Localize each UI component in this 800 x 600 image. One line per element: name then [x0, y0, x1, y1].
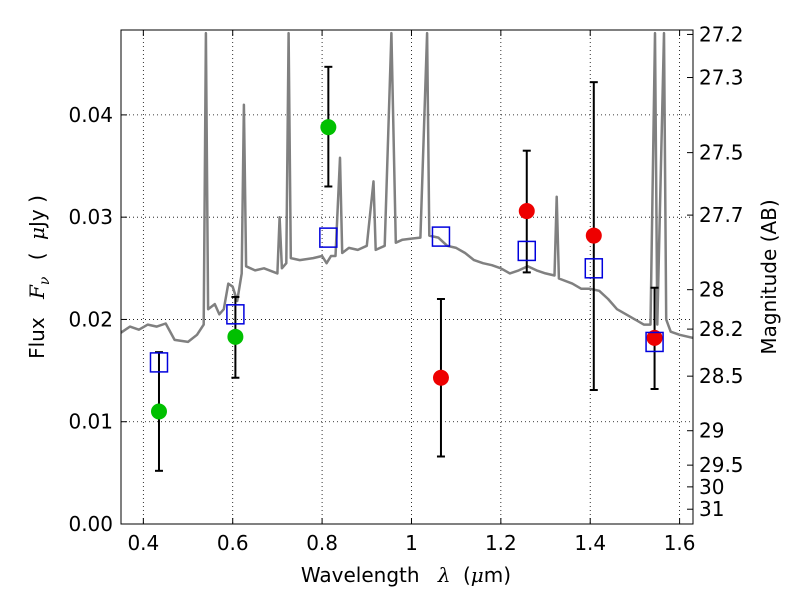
y-tick-label: 0.00 [68, 512, 113, 536]
y-tick-label: 0.03 [68, 205, 113, 229]
mag-tick-label: 27.5 [699, 141, 744, 165]
model-square [431, 226, 451, 247]
tick-layer: 0.4 0.6 0.8 1 1.2 1.4 1.6 0.00 0.01 0.02 0.03 0.04 2… [68, 22, 743, 555]
x-tick-label: 0.6 [217, 531, 249, 555]
mag-tick-label: 27.2 [699, 22, 744, 46]
x-tick-label: 1.2 [485, 531, 517, 555]
y-tick-label: 0.04 [68, 103, 113, 127]
red-data-point [432, 369, 449, 386]
y-tick-label: 0.01 [68, 410, 113, 434]
mag-tick-label: 28 [699, 278, 724, 302]
mag-tick-label: 28.5 [699, 364, 744, 388]
x-tick-label: 0.8 [306, 531, 338, 555]
mag-tick-label: 29.5 [699, 453, 744, 477]
mag-tick-label: 31 [699, 497, 724, 521]
grid [121, 30, 693, 524]
x-axis-label: Wavelength λ (μm) [301, 563, 511, 587]
y2-axis-label: Magnitude (AB) [757, 199, 781, 354]
mag-tick-label: 27.7 [699, 203, 744, 227]
x-tick-label: 1.4 [574, 531, 606, 555]
mag-tick-label: 30 [699, 475, 724, 499]
plot-frame [120, 29, 694, 525]
mag-tick-label: 28.2 [699, 317, 744, 341]
model-square [226, 304, 245, 325]
red-data-point [585, 227, 602, 244]
green-data-point [320, 119, 337, 136]
model-square [319, 227, 338, 248]
mag-tick-label: 27.3 [699, 66, 744, 90]
model-square [149, 352, 169, 373]
green-data-point [150, 403, 167, 420]
red-data-point [646, 329, 663, 346]
marker-layer [149, 119, 664, 420]
y-tick-label: 0.02 [68, 307, 113, 331]
x-tick-label: 1.6 [664, 531, 696, 555]
model-square [645, 331, 664, 353]
x-tick-label: 0.4 [127, 531, 159, 555]
y-axis-label: Flux Fν ( μJy ) [25, 195, 54, 359]
x-tick-label: 1 [405, 531, 418, 555]
mag-tick-label: 29 [699, 419, 724, 443]
green-data-point [227, 328, 244, 345]
model-square [584, 258, 604, 279]
red-data-point [518, 203, 535, 220]
model-square [517, 240, 537, 262]
